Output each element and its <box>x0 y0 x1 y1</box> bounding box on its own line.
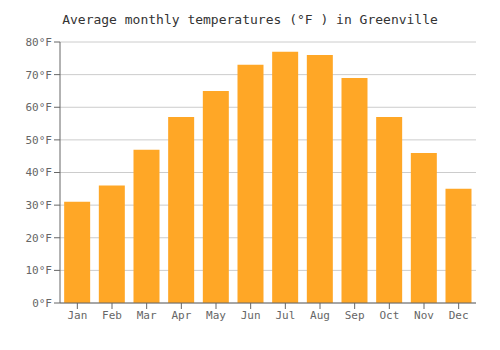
svg-text:70°F: 70°F <box>26 69 53 82</box>
svg-text:Aug: Aug <box>310 309 330 322</box>
svg-text:Nov: Nov <box>414 309 434 322</box>
svg-text:60°F: 60°F <box>26 101 53 114</box>
svg-text:Mar: Mar <box>137 309 157 322</box>
svg-text:30°F: 30°F <box>26 199 53 212</box>
svg-text:Jan: Jan <box>67 309 87 322</box>
svg-text:10°F: 10°F <box>26 264 53 277</box>
svg-text:50°F: 50°F <box>26 134 53 147</box>
svg-text:Feb: Feb <box>102 309 122 322</box>
svg-text:Apr: Apr <box>171 309 191 322</box>
svg-text:40°F: 40°F <box>26 166 53 179</box>
svg-text:Dec: Dec <box>449 309 469 322</box>
html-text:Average monthly temperatures (: Average monthly temperatures (°F ) in Gr… <box>62 12 438 27</box>
svg-text:Jul: Jul <box>275 309 295 322</box>
svg-text:May: May <box>206 309 226 322</box>
svg-text:80°F: 80°F <box>26 36 53 49</box>
svg-text:20°F: 20°F <box>26 232 53 245</box>
svg-text:Oct: Oct <box>379 309 399 322</box>
svg-text:Jun: Jun <box>241 309 261 322</box>
svg-text:0°F: 0°F <box>32 297 52 310</box>
svg-text:Sep: Sep <box>345 309 365 322</box>
